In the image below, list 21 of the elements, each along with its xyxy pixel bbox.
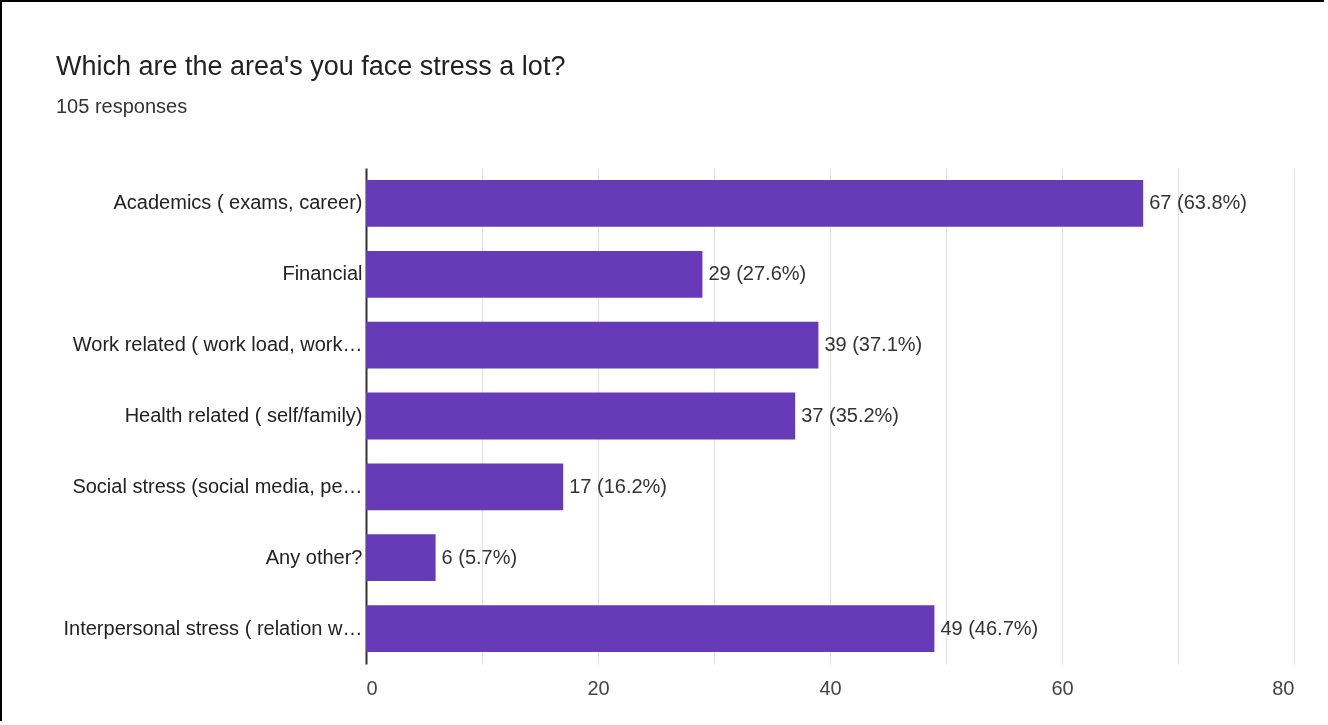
x-tick-label: 0	[366, 676, 378, 699]
x-tick-label: 80	[1272, 676, 1295, 699]
y-tick-label: Health related ( self/family)	[124, 404, 363, 426]
x-tick-label: 40	[819, 676, 842, 699]
text: 105 responses	[56, 95, 188, 117]
x-tick-label: 60	[1051, 676, 1074, 699]
y-tick-label: Academics ( exams, career)	[113, 191, 363, 214]
y-tick-label: Any other?	[265, 545, 363, 568]
data-label: 6 (5.7%)	[441, 545, 518, 568]
data-label: 17 (16.2%)	[569, 474, 668, 497]
data-label: 29 (27.6%)	[708, 262, 807, 285]
data-label: 49 (46.7%)	[940, 616, 1039, 639]
chart-title: Which are the area's you face stress a lot?	[56, 51, 566, 81]
y-tick-label: Social stress (social media, pe…	[72, 474, 363, 497]
data-label: 39 (37.1%)	[824, 333, 923, 356]
data-label: 67 (63.8%)	[1149, 191, 1248, 214]
y-tick-label: Financial	[282, 262, 363, 285]
y-tick-label: Interpersonal stress ( relation w…	[63, 616, 363, 639]
data-label: 37 (35.2%)	[801, 404, 900, 426]
x-tick-label: 20	[587, 676, 610, 699]
y-tick-label: Work related ( work load, work…	[72, 333, 363, 356]
